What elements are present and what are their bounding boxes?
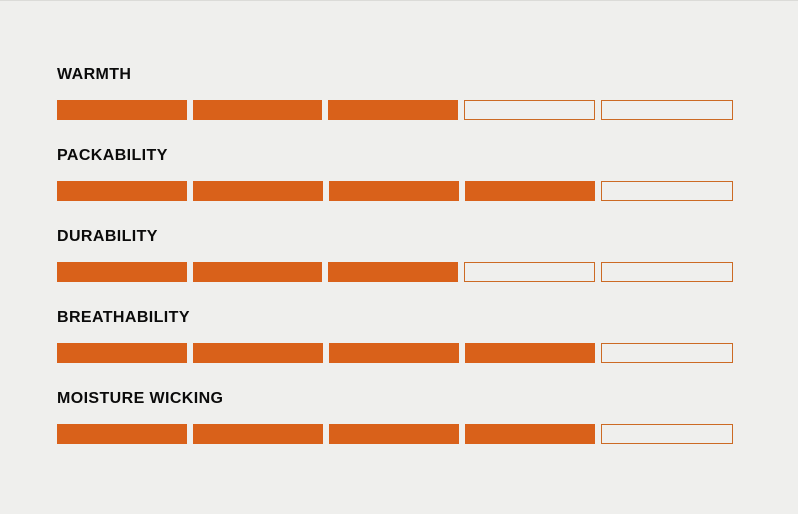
rating-segment-bar [57, 100, 733, 120]
attribute-label: WARMTH [57, 66, 132, 83]
rating-segment-filled [57, 262, 187, 282]
rating-row: BREATHABILITY [57, 308, 733, 389]
rating-row: MOISTURE WICKING [57, 389, 733, 470]
rating-segment-filled [193, 343, 323, 363]
rating-segment-filled [57, 100, 187, 120]
attribute-label: PACKABILITY [57, 147, 168, 164]
rating-segment-bar [57, 343, 733, 363]
rating-segment-empty [601, 424, 733, 444]
rating-segment-filled [465, 343, 595, 363]
rating-segment-empty [601, 100, 733, 120]
rating-segment-filled [328, 262, 458, 282]
rating-segment-empty [601, 262, 733, 282]
attribute-label: DURABILITY [57, 228, 158, 245]
rating-segment-filled [57, 424, 187, 444]
rating-segment-empty [463, 100, 596, 120]
rating-segment-empty [463, 262, 596, 282]
rating-segment-filled [192, 100, 323, 120]
attribute-label: BREATHABILITY [57, 309, 190, 326]
rating-segment-filled [329, 181, 459, 201]
rating-segment-empty [601, 343, 733, 363]
rating-row: DURABILITY [57, 227, 733, 308]
rating-segment-filled [329, 343, 459, 363]
rating-segment-filled [193, 181, 323, 201]
rating-segment-filled [465, 181, 595, 201]
rating-segment-filled [57, 343, 187, 363]
rating-segment-bar [57, 424, 733, 444]
rating-segment-filled [329, 424, 459, 444]
rating-row: PACKABILITY [57, 146, 733, 227]
attribute-label: MOISTURE WICKING [57, 390, 224, 407]
rating-segment-filled [328, 100, 458, 120]
rating-segment-filled [57, 181, 187, 201]
rating-row: WARMTH [57, 65, 733, 146]
rating-segment-empty [601, 181, 733, 201]
ratings-panel: WARMTH PACKABILITY DURABILITY BREATHABIL… [57, 65, 733, 470]
rating-segment-filled [465, 424, 595, 444]
rating-segment-bar [57, 181, 733, 201]
rating-segment-bar [57, 262, 733, 282]
rating-segment-filled [193, 424, 323, 444]
rating-segment-filled [192, 262, 323, 282]
